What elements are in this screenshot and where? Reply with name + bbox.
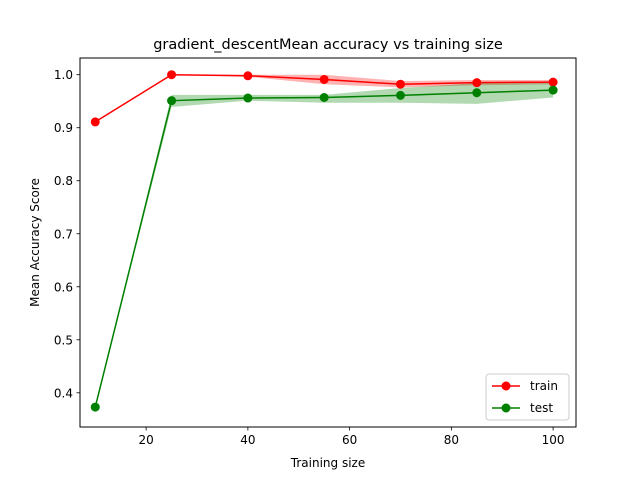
point-test-100 [548, 85, 558, 95]
band-train [95, 74, 554, 122]
y-axis-label: Mean Accuracy Score [28, 178, 42, 307]
point-test-70 [395, 90, 405, 100]
point-test-25 [167, 96, 177, 106]
point-train-70 [395, 79, 405, 89]
y-tick-label-0.5: 0.5 [54, 333, 73, 347]
x-axis-label: Training size [290, 456, 365, 470]
y-tick-label-0.7: 0.7 [54, 227, 73, 241]
y-axis-ticks: 0.4 0.5 0.6 0.7 0.8 0.9 1.0 [54, 68, 80, 400]
y-tick-label-0.4: 0.4 [54, 386, 73, 400]
x-tick-label-80: 80 [444, 433, 459, 447]
point-train-85 [472, 78, 482, 88]
point-test-40 [243, 93, 253, 103]
point-test-55 [319, 92, 329, 102]
point-test-85 [472, 88, 482, 98]
plot-frame [79, 57, 577, 428]
point-train-25 [167, 70, 177, 80]
legend-train-label: train [530, 379, 558, 393]
chart-title: gradient_descentMean accuracy vs trainin… [153, 37, 503, 53]
legend-test-label: test [530, 401, 553, 415]
legend-train-marker [501, 381, 511, 391]
series-points [90, 70, 558, 412]
x-tick-label-20: 20 [138, 433, 153, 447]
x-tick-label-100: 100 [542, 433, 565, 447]
x-tick-label-60: 60 [342, 433, 357, 447]
x-tick-label-40: 40 [240, 433, 255, 447]
point-train-100 [548, 77, 558, 87]
point-train-55 [319, 74, 329, 84]
y-tick-label-0.8: 0.8 [54, 174, 73, 188]
point-train-10 [90, 117, 100, 127]
y-tick-label-0.9: 0.9 [54, 121, 73, 135]
point-train-40 [243, 71, 253, 81]
x-axis-ticks: 20 40 60 80 100 [138, 427, 565, 447]
legend-test-marker [501, 403, 511, 413]
plot-area [80, 58, 576, 427]
confidence-bands [95, 74, 554, 408]
y-tick-label-1: 1.0 [54, 68, 73, 82]
point-test-10 [90, 402, 100, 412]
legend: train test [485, 373, 570, 421]
y-tick-label-0.6: 0.6 [54, 280, 73, 294]
